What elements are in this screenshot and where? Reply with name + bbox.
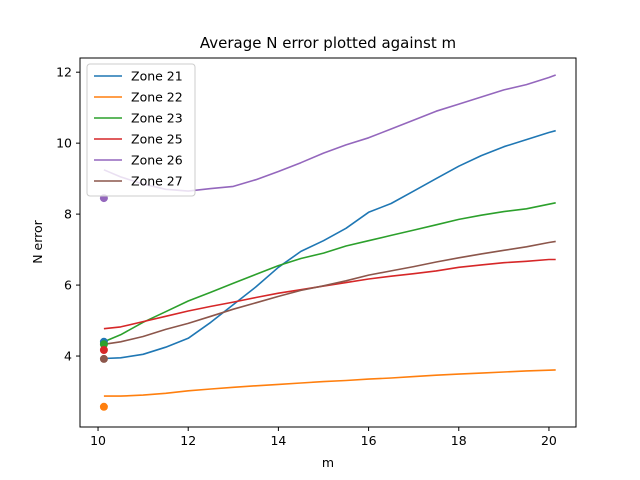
x-tick-label: 16 xyxy=(361,433,377,448)
axes-frame xyxy=(79,57,577,428)
y-tick-label: 6 xyxy=(64,278,72,293)
legend: Zone 21 Zone 22 Zone 23 Zone 25 Zone 26 Zone … xyxy=(86,63,196,197)
series-marker-3 xyxy=(99,340,108,349)
series-line-1 xyxy=(103,129,556,360)
y-axis-label: N error xyxy=(30,219,45,263)
plot-area xyxy=(99,74,556,411)
y-tick-label: 10 xyxy=(56,136,72,151)
x-tick-label: 20 xyxy=(541,433,557,448)
y-tick-label: 8 xyxy=(64,207,72,222)
series-line-2 xyxy=(103,369,556,397)
series-line-6 xyxy=(103,240,556,346)
x-tick-label: 14 xyxy=(270,433,286,448)
series-marker-6 xyxy=(99,354,108,363)
legend-label: Zone 27 xyxy=(131,174,183,189)
legend-label: Zone 26 xyxy=(131,153,183,168)
x-axis-label: m xyxy=(322,455,334,470)
x-tick-label: 18 xyxy=(451,433,467,448)
legend-label: Zone 21 xyxy=(131,69,183,84)
legend-label: Zone 25 xyxy=(131,132,183,147)
y-tick-label: 12 xyxy=(56,65,72,80)
series-marker-4 xyxy=(99,346,108,354)
chart-title: Average N error plotted against m xyxy=(200,34,456,52)
x-tick-label: 10 xyxy=(90,433,106,448)
series-line-3 xyxy=(103,202,556,343)
legend-label: Zone 22 xyxy=(131,90,183,105)
series-line-4 xyxy=(103,258,556,330)
y-tick-label: 4 xyxy=(64,349,72,364)
series-marker-2 xyxy=(99,402,108,411)
x-tick-label: 12 xyxy=(180,433,196,448)
axis-ticks: 10 12 14 16 18 20 4 6 8 10 12 xyxy=(56,65,557,448)
legend-label: Zone 23 xyxy=(131,111,183,126)
